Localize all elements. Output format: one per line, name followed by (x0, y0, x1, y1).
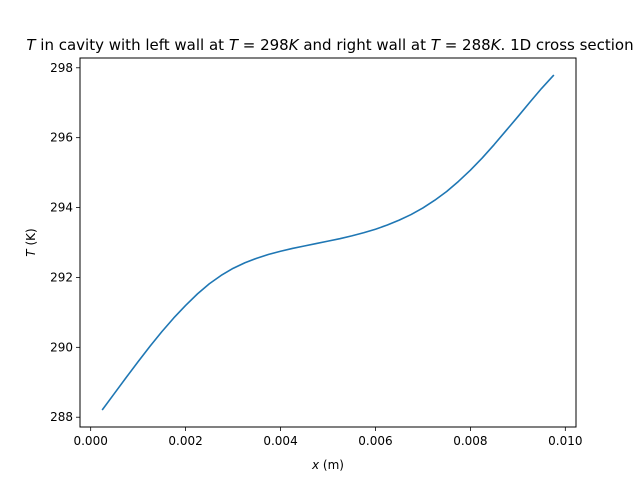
x-tick-label: 0.000 (73, 434, 107, 448)
x-tick-label: 0.002 (168, 434, 202, 448)
chart-title-part: T (26, 36, 37, 54)
chart-title-part: T (431, 36, 442, 54)
y-axis-label-part: (K) (24, 228, 38, 249)
y-axis-label-part: T (24, 248, 38, 257)
x-axis-label: x (m) (311, 458, 344, 472)
x-tick-label: 0.008 (453, 434, 487, 448)
axes-frame (79, 57, 577, 428)
y-tick-label: 296 (50, 131, 73, 145)
chart-title-part: T (229, 36, 240, 54)
chart-title: T in cavity with left wall at T = 298K a… (26, 36, 633, 54)
x-tick-label: 0.006 (358, 434, 392, 448)
x-tick-label: 0.004 (263, 434, 297, 448)
y-tick-label: 298 (50, 61, 73, 75)
y-tick-label: 294 (50, 201, 73, 215)
x-axis-label-part: x (311, 458, 320, 472)
y-tick-label: 288 (50, 410, 73, 424)
series-layer (101, 74, 555, 411)
chart-title-part: = 298 (238, 36, 289, 54)
chart-title-part: K (289, 36, 300, 54)
x-tick-label: 0.010 (548, 434, 582, 448)
chart-title-part: and right wall at (299, 36, 431, 54)
y-tick-label: 292 (50, 270, 73, 284)
chart-title-part: = 288 (440, 36, 491, 54)
series-line (101, 74, 555, 411)
chart-title-part: in cavity with left wall at (36, 36, 229, 54)
x-axis-label-part: (m) (319, 458, 344, 472)
y-axis-ticks: 288 290 292 294 296 298 (50, 61, 80, 424)
y-tick-label: 290 (50, 340, 73, 354)
chart-title-part: . 1D cross section (501, 36, 634, 54)
x-axis-ticks: 0.000 0.002 0.004 0.006 0.008 0.010 (73, 427, 583, 448)
chart-title-part: K (491, 36, 502, 54)
y-axis-label: T (K) (24, 228, 38, 256)
plot-area (79, 57, 577, 428)
